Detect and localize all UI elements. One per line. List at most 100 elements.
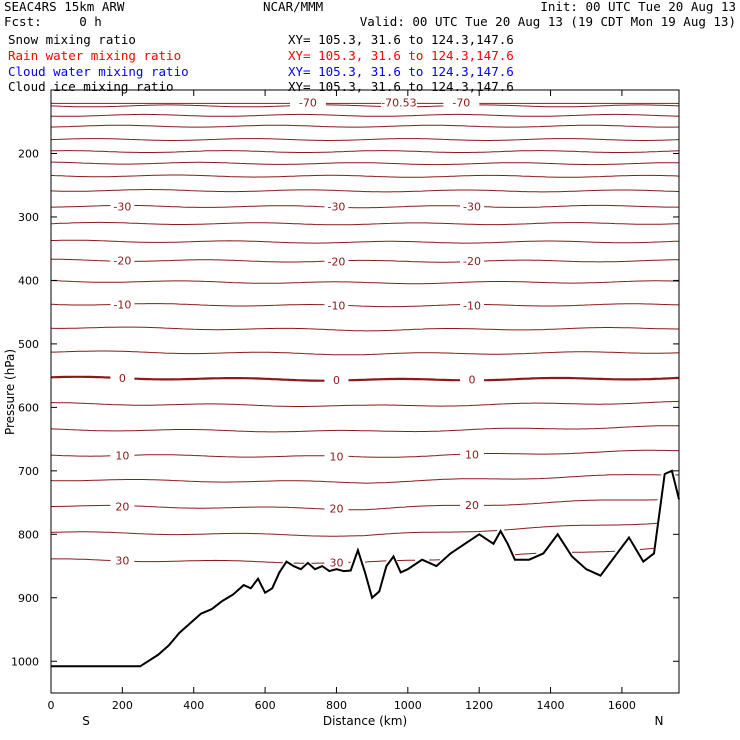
contour-label: 30 xyxy=(115,554,129,567)
y-tick-label: 800 xyxy=(18,528,39,541)
contour-label-bg xyxy=(460,447,485,461)
isotherm-line xyxy=(50,221,680,226)
contour-label-bg xyxy=(324,298,349,312)
north-label: N xyxy=(655,714,664,728)
isotherm-line xyxy=(50,425,679,433)
contour-label-bg xyxy=(460,199,485,213)
isotherm-line xyxy=(50,189,680,193)
isotherm-line xyxy=(51,499,658,511)
contour-label-bg xyxy=(110,371,135,385)
field-rain-xy: XY= 105.3, 31.6 to 124.3,147.6 xyxy=(288,48,514,63)
contour-label-bg xyxy=(380,95,417,109)
isotherm-line xyxy=(51,258,679,263)
x-axis-title: Distance (km) xyxy=(323,714,407,728)
isotherm-lines xyxy=(50,102,680,564)
forecast-hour: Fcst: 0 h xyxy=(4,14,102,29)
x-tick-label: 1400 xyxy=(537,699,565,712)
isotherm-line xyxy=(50,303,680,308)
contour-label: -30 xyxy=(463,201,481,214)
y-tick-label: 1000 xyxy=(11,655,39,668)
contour-label-bg xyxy=(110,253,135,267)
contour-label: 0 xyxy=(333,374,340,387)
contour-label-bg xyxy=(324,555,349,569)
contour-label-bg xyxy=(460,498,485,512)
field-cloud-water-xy: XY= 105.3, 31.6 to 124.3,147.6 xyxy=(288,64,514,79)
south-label: S xyxy=(82,714,90,728)
x-tick-label: 1600 xyxy=(608,699,636,712)
contour-label: -20 xyxy=(327,255,345,268)
x-tick-label: 600 xyxy=(255,699,276,712)
contour-label-bg xyxy=(110,553,135,567)
contour-label-bg xyxy=(324,449,349,463)
terrain-line xyxy=(51,469,680,668)
isotherm-line xyxy=(50,138,680,141)
contour-label: -10 xyxy=(113,298,131,311)
y-tick-label: 700 xyxy=(18,465,39,478)
contour-label-bg xyxy=(460,372,485,386)
valid-time: Valid: 00 UTC Tue 20 Aug 13 (19 CDT Mon … xyxy=(359,14,736,29)
isotherm-line xyxy=(50,522,658,537)
isotherm-line xyxy=(51,204,679,209)
contour-label: -20 xyxy=(463,255,481,268)
contour-label: 30 xyxy=(329,557,343,570)
contour-label-bg xyxy=(324,254,349,268)
y-tick-label: 400 xyxy=(18,274,39,287)
y-axis-title: Pressure (hPa) xyxy=(3,349,17,435)
isotherm-line xyxy=(51,161,679,166)
x-tick-label: 200 xyxy=(112,699,133,712)
isotherm-line xyxy=(51,350,680,356)
org-label: NCAR/MMM xyxy=(263,0,324,14)
y-tick-label: 200 xyxy=(18,147,39,160)
contour-label: 0 xyxy=(119,372,126,385)
contour-label: 20 xyxy=(115,500,129,513)
x-tick-label: 0 xyxy=(48,699,55,712)
contour-label: -70.53 xyxy=(381,96,416,109)
isotherm-line xyxy=(50,104,680,108)
contour-label: -10 xyxy=(463,299,481,312)
x-axis-ticks: 0 200 400 600 800 1000 1200 1400 1600 xyxy=(48,90,636,712)
y-tick-label: 500 xyxy=(18,338,39,351)
y-tick-label: 300 xyxy=(18,211,39,224)
terrain-profile xyxy=(51,469,680,668)
x-tick-label: 1200 xyxy=(465,699,493,712)
contour-label-bg xyxy=(110,297,135,311)
field-cloud-water-name: Cloud water mixing ratio xyxy=(8,64,189,79)
contour-label-bg xyxy=(324,372,349,386)
isotherm-line xyxy=(50,113,680,117)
field-rain-name: Rain water mixing ratio xyxy=(8,48,182,63)
contour-label: 10 xyxy=(465,449,479,462)
x-tick-label: 1000 xyxy=(394,699,422,712)
plot-frame xyxy=(50,89,680,694)
init-time: Init: 00 UTC Tue 20 Aug 13 xyxy=(540,0,736,14)
isotherm-line xyxy=(50,474,679,484)
isotherm-line xyxy=(51,124,680,128)
isotherm-line xyxy=(50,326,679,332)
field-snow-name: Snow mixing ratio xyxy=(8,32,136,47)
contour-label: -20 xyxy=(113,254,131,267)
contour-label-bg xyxy=(110,448,135,462)
contour-label-bg xyxy=(443,95,480,109)
isotherm-line xyxy=(50,375,680,382)
y-tick-label: 600 xyxy=(18,401,39,414)
contour-label: -10 xyxy=(327,300,345,313)
contour-label-bg xyxy=(289,95,326,109)
y-tick-label: 900 xyxy=(18,592,39,605)
isotherm-line xyxy=(51,239,680,244)
x-tick-label: 400 xyxy=(183,699,204,712)
contour-label: 0 xyxy=(469,373,476,386)
contour-label-bg xyxy=(324,501,349,515)
isotherm-line xyxy=(51,547,655,564)
contour-label: -70 xyxy=(452,96,470,109)
isotherm-line xyxy=(50,174,680,178)
contour-label: 20 xyxy=(465,499,479,512)
field-snow-xy: XY= 105.3, 31.6 to 124.3,147.6 xyxy=(288,32,514,47)
isotherm-line xyxy=(50,449,680,458)
contour-label: -70 xyxy=(299,96,317,109)
isotherm-line xyxy=(50,280,680,285)
contour-label: -30 xyxy=(113,200,131,213)
x-tick-label: 800 xyxy=(326,699,347,712)
contour-label-bg xyxy=(110,499,135,513)
contour-label: 10 xyxy=(115,449,129,462)
